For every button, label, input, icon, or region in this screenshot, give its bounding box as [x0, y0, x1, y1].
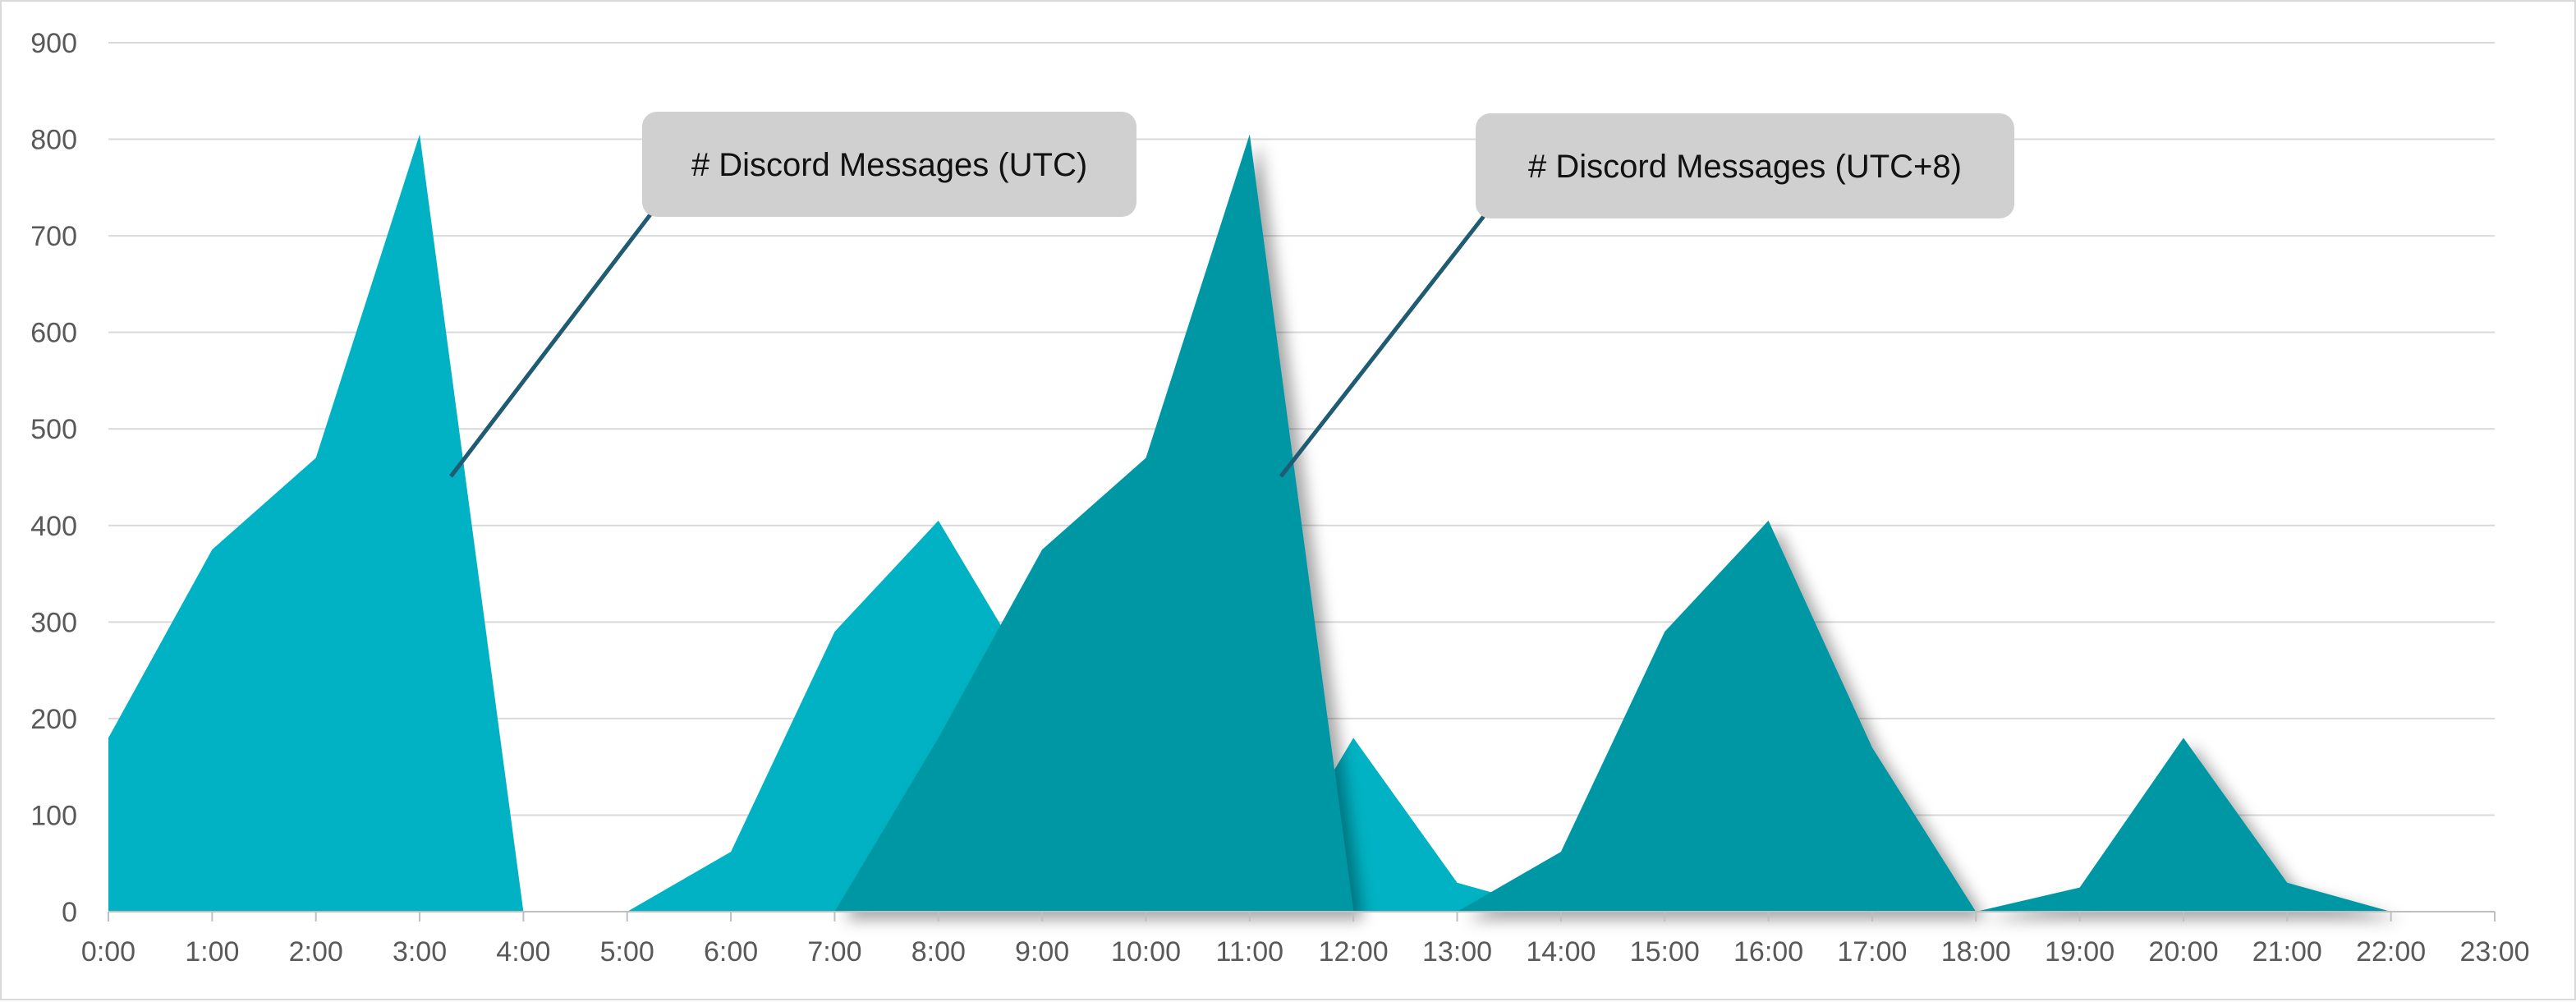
y-tick-label: 600 [30, 318, 77, 349]
callout-2: # Discord Messages (UTC+8) [1279, 113, 2014, 478]
y-tick-label: 300 [30, 607, 77, 638]
callout-leader-line [1279, 210, 1489, 478]
x-tick-label: 14:00 [1526, 936, 1596, 968]
y-tick-label: 0 [62, 897, 77, 928]
y-tick-label: 800 [30, 125, 77, 156]
callout-box [642, 112, 1136, 217]
x-tick-label: 9:00 [1015, 936, 1069, 968]
y-tick-label: 200 [30, 704, 77, 735]
axes: 0 100 200 300 400 500 600 700 800 900 0:00 1:00 2:00… [30, 28, 2529, 968]
x-tick-label: 1:00 [185, 936, 239, 968]
x-tick-label: 3:00 [393, 936, 447, 968]
y-tick-label: 700 [30, 221, 77, 252]
series-area-2 [108, 134, 2495, 912]
y-tick-label: 900 [30, 28, 77, 59]
series-area-1 [108, 134, 2495, 912]
x-tick-label: 19:00 [2045, 936, 2115, 968]
x-tick-label: 16:00 [1733, 936, 1803, 968]
x-tick-label: 18:00 [1941, 936, 2011, 968]
x-tick-label: 20:00 [2148, 936, 2218, 968]
y-tick-label: 400 [30, 511, 77, 542]
callout-label: # Discord Messages (UTC) [691, 147, 1087, 183]
x-tick-label: 0:00 [81, 936, 135, 968]
series-areas [108, 134, 2495, 912]
x-tick-label: 17:00 [1837, 936, 1907, 968]
callout-box [1476, 113, 2014, 218]
x-tick-label: 13:00 [1422, 936, 1492, 968]
x-tick-label: 2:00 [289, 936, 343, 968]
x-tick-label: 22:00 [2356, 936, 2426, 968]
callout-leader-line [449, 209, 655, 478]
x-tick-label: 8:00 [911, 936, 966, 968]
x-tick-label: 15:00 [1630, 936, 1700, 968]
x-tick-label: 21:00 [2252, 936, 2322, 968]
x-tick-label: 23:00 [2459, 936, 2529, 968]
callout-label: # Discord Messages (UTC+8) [1528, 149, 1962, 185]
callout-1: # Discord Messages (UTC) [449, 112, 1136, 478]
x-tick-label: 7:00 [807, 936, 861, 968]
gridlines [108, 42, 2495, 816]
x-tick-label: 12:00 [1319, 936, 1389, 968]
x-tick-label: 6:00 [704, 936, 758, 968]
y-tick-label: 100 [30, 800, 77, 831]
x-tick-label: 4:00 [496, 936, 550, 968]
x-tick-label: 5:00 [600, 936, 654, 968]
x-tick-label: 10:00 [1111, 936, 1181, 968]
x-tick-label: 11:00 [1216, 936, 1284, 968]
y-tick-label: 500 [30, 414, 77, 445]
series-callouts: # Discord Messages (UTC) # Discord Messag… [449, 112, 2014, 478]
